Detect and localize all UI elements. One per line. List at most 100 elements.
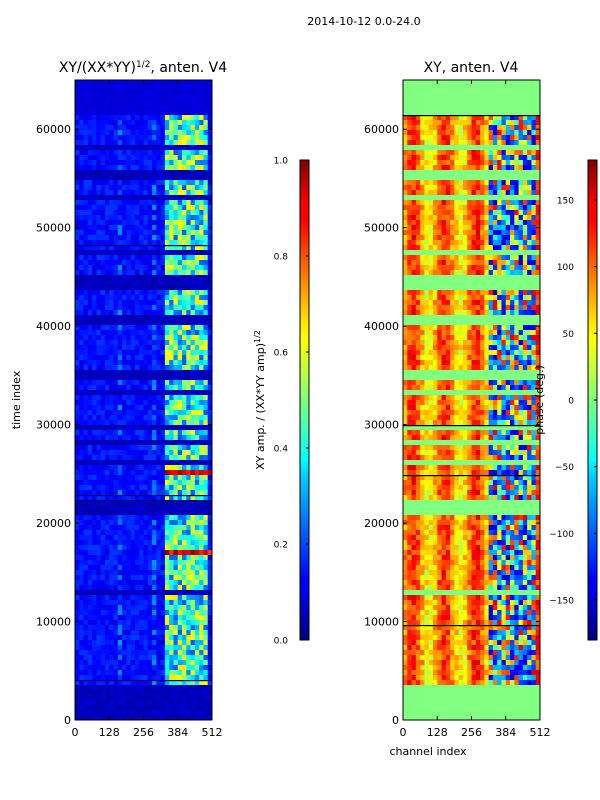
heatmap-cell — [126, 420, 131, 426]
heatmap-cell — [199, 135, 204, 141]
heatmap-cell — [83, 650, 89, 656]
heatmap-cell — [79, 445, 84, 451]
heatmap-cell — [207, 200, 212, 206]
heatmap-cell — [130, 155, 136, 161]
heatmap-cell — [173, 160, 179, 166]
heatmap-cell — [122, 200, 127, 206]
heatmap-cell — [415, 205, 421, 211]
heatmap-cell — [152, 115, 157, 121]
heatmap-cell — [203, 515, 209, 521]
heatmap-cell — [134, 145, 140, 151]
heatmap-cell — [424, 195, 429, 201]
heatmap-cell — [100, 430, 106, 436]
heatmap-cell — [203, 550, 209, 556]
heatmap-cell — [199, 345, 204, 351]
heatmap-cell — [186, 255, 191, 261]
heatmap-cell — [75, 660, 80, 666]
heatmap-cell — [194, 170, 200, 176]
heatmap-cell — [160, 515, 166, 521]
heatmap-cell — [177, 300, 183, 306]
heatmap-cell — [190, 195, 196, 201]
heatmap-cell — [194, 585, 200, 591]
heatmap-cell — [134, 620, 140, 626]
heatmap-cell — [92, 85, 97, 91]
heatmap-cell — [152, 260, 157, 266]
heatmap-cell — [186, 400, 191, 406]
heatmap-cell — [190, 160, 196, 166]
heatmap-cell — [83, 630, 89, 636]
heatmap-cell — [207, 480, 212, 486]
heatmap-cell — [152, 280, 157, 286]
heatmap-cell — [126, 635, 131, 641]
heatmap-cell — [177, 415, 183, 421]
heatmap-cell — [199, 330, 204, 336]
heatmap-cell — [104, 340, 110, 346]
heatmap-cell — [203, 700, 209, 706]
heatmap-cell — [109, 270, 114, 276]
heatmap-cell — [130, 660, 136, 666]
heatmap-cell — [169, 85, 174, 91]
heatmap-cell — [156, 415, 161, 421]
heatmap-cell — [190, 445, 196, 451]
heatmap-cell — [190, 690, 196, 696]
heatmap-cell — [83, 435, 89, 441]
heatmap-cell — [96, 280, 101, 286]
heatmap-cell — [207, 540, 212, 546]
heatmap-cell — [139, 165, 144, 171]
heatmap-cell — [164, 245, 170, 251]
heatmap-cell — [100, 380, 106, 386]
heatmap-cell — [471, 120, 477, 126]
heatmap-cell — [79, 615, 84, 621]
heatmap-cell — [186, 165, 191, 171]
heatmap-cell — [122, 460, 127, 466]
heatmap-cell — [475, 110, 481, 116]
heatmap-cell — [83, 290, 89, 296]
heatmap-cell — [203, 545, 209, 551]
heatmap-cell — [126, 315, 131, 321]
heatmap-cell — [194, 395, 200, 401]
heatmap-cell — [475, 135, 481, 141]
heatmap-cell — [194, 375, 200, 381]
heatmap-cell — [122, 360, 127, 366]
heatmap-cell — [182, 340, 187, 346]
heatmap-cell — [471, 160, 477, 166]
heatmap-cell — [83, 235, 89, 241]
heatmap-cell — [130, 130, 136, 136]
heatmap-cell — [100, 315, 106, 321]
heatmap-cell — [531, 85, 537, 91]
heatmap-cell — [156, 80, 161, 86]
heatmap-cell — [100, 460, 106, 466]
heatmap-cell — [420, 180, 425, 186]
heatmap-cell — [134, 580, 140, 586]
heatmap-cell — [122, 265, 127, 271]
heatmap-cell — [113, 125, 119, 131]
heatmap-cell — [462, 90, 468, 96]
heatmap-cell — [480, 170, 485, 176]
heatmap-cell — [203, 620, 209, 626]
heatmap-cell — [173, 570, 179, 576]
heatmap-cell — [75, 470, 80, 476]
heatmap-cell — [156, 375, 161, 381]
heatmap-cell — [424, 140, 429, 146]
heatmap-cell — [514, 90, 519, 96]
heatmap-cell — [92, 250, 97, 256]
heatmap-cell — [207, 425, 212, 431]
heatmap-cell — [152, 100, 157, 106]
heatmap-cell — [109, 670, 114, 676]
heatmap-cell — [203, 210, 209, 216]
heatmap-cell — [492, 155, 498, 161]
heatmap-cell — [117, 610, 123, 616]
heatmap-cell — [182, 80, 187, 86]
heatmap-cell — [143, 620, 149, 626]
heatmap-cell — [79, 470, 84, 476]
heatmap-cell — [407, 185, 412, 191]
heatmap-cell — [75, 390, 80, 396]
heatmap-cell — [182, 450, 187, 456]
heatmap-cell — [152, 515, 157, 521]
heatmap-cell — [203, 455, 209, 461]
heatmap-cell — [126, 125, 131, 131]
heatmap-cell — [113, 385, 119, 391]
heatmap-cell — [122, 390, 127, 396]
heatmap-cell — [126, 595, 131, 601]
heatmap-cell — [156, 490, 161, 496]
